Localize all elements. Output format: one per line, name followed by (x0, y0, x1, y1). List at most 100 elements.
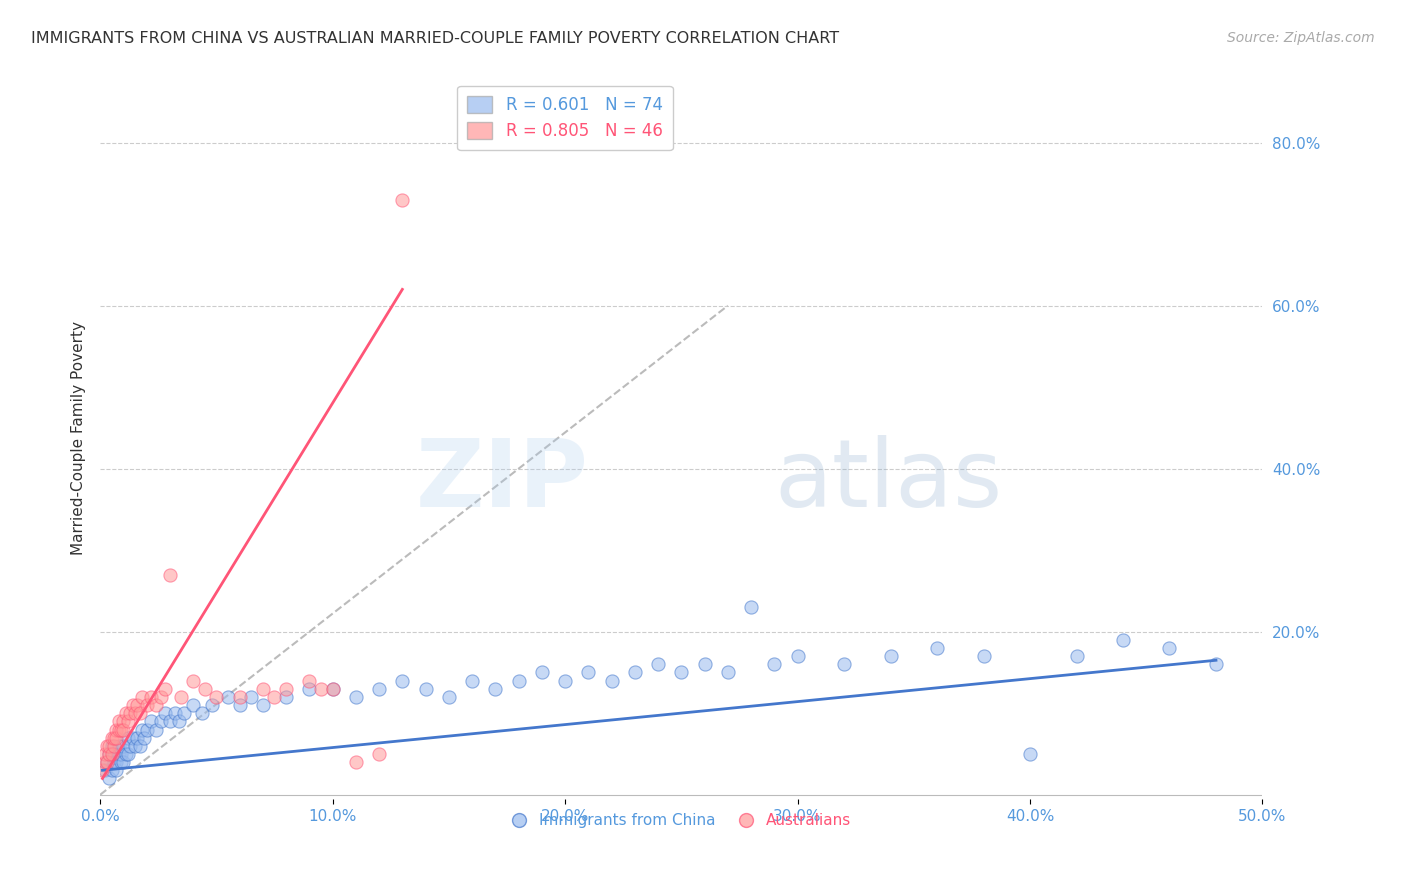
Point (112, 714, 135, 729)
Text: Source: ZipAtlas.com: Source: ZipAtlas.com (1227, 31, 1375, 45)
Point (159, 567, 181, 582)
Point (127, 731, 149, 745)
Point (110, 755, 132, 769)
Text: ZIP: ZIP (415, 435, 588, 527)
Point (252, 698, 274, 712)
Point (671, 665, 693, 680)
Point (145, 698, 167, 712)
Point (124, 706, 146, 721)
Point (103, 739, 125, 753)
Point (173, 706, 195, 721)
Point (1019, 747, 1042, 761)
Point (228, 698, 250, 712)
Point (103, 755, 125, 769)
Point (117, 747, 139, 761)
Point (740, 600, 762, 615)
Point (181, 673, 204, 688)
Point (121, 698, 143, 712)
Point (240, 690, 263, 704)
Point (181, 698, 204, 712)
Point (94, 747, 117, 761)
Point (98, 739, 121, 753)
Point (344, 690, 367, 704)
Point (100, 747, 122, 761)
Point (693, 657, 716, 672)
Point (576, 665, 599, 680)
Point (120, 706, 142, 721)
Point (1159, 640, 1181, 655)
Point (624, 665, 647, 680)
Point (114, 747, 136, 761)
Point (105, 731, 128, 745)
Point (141, 690, 163, 704)
Point (217, 690, 239, 704)
Point (322, 681, 344, 696)
Point (530, 665, 553, 680)
Point (105, 723, 128, 737)
Point (96, 739, 118, 753)
Point (105, 755, 128, 769)
Point (128, 706, 150, 721)
Point (368, 681, 391, 696)
Point (155, 681, 177, 696)
Point (91, 764, 114, 778)
Point (112, 723, 135, 737)
Point (647, 657, 669, 672)
Point (554, 673, 576, 688)
Point (112, 755, 135, 769)
Point (96, 755, 118, 769)
Point (322, 681, 344, 696)
Point (309, 681, 332, 696)
Point (105, 764, 128, 778)
Y-axis label: Married-Couple Family Poverty: Married-Couple Family Poverty (72, 321, 86, 555)
Point (149, 714, 172, 729)
Point (437, 690, 460, 704)
Point (973, 649, 995, 664)
Point (832, 657, 855, 672)
Point (107, 739, 129, 753)
Point (1205, 657, 1227, 672)
Point (135, 723, 157, 737)
Point (100, 731, 122, 745)
Point (98, 747, 121, 761)
Point (274, 681, 297, 696)
Point (107, 723, 129, 737)
Point (127, 698, 149, 712)
Point (121, 731, 143, 745)
Point (128, 739, 150, 753)
Point (461, 673, 484, 688)
Point (135, 698, 157, 712)
Point (205, 690, 228, 704)
Point (114, 706, 136, 721)
Point (391, 193, 413, 207)
Point (194, 681, 217, 696)
Point (131, 690, 153, 704)
Point (163, 706, 186, 721)
Point (100, 739, 122, 753)
Point (134, 731, 156, 745)
Point (508, 673, 530, 688)
Point (100, 764, 122, 778)
Point (228, 690, 250, 704)
Point (391, 673, 413, 688)
Point (117, 731, 139, 745)
Point (98, 772, 121, 786)
Point (263, 690, 285, 704)
Point (141, 714, 163, 729)
Legend: Immigrants from China, Australians: Immigrants from China, Australians (505, 807, 858, 835)
Point (252, 681, 274, 696)
Point (94, 755, 117, 769)
Text: IMMIGRANTS FROM CHINA VS AUSTRALIAN MARRIED-COUPLE FAMILY POVERTY CORRELATION CH: IMMIGRANTS FROM CHINA VS AUSTRALIAN MARR… (31, 31, 839, 46)
Point (879, 649, 901, 664)
Point (191, 706, 214, 721)
Point (110, 747, 132, 761)
Point (110, 723, 132, 737)
Point (167, 714, 190, 729)
Point (120, 739, 142, 753)
Point (763, 657, 786, 672)
Point (98, 747, 121, 761)
Point (94, 764, 117, 778)
Point (103, 731, 125, 745)
Point (786, 649, 808, 664)
Point (117, 714, 139, 729)
